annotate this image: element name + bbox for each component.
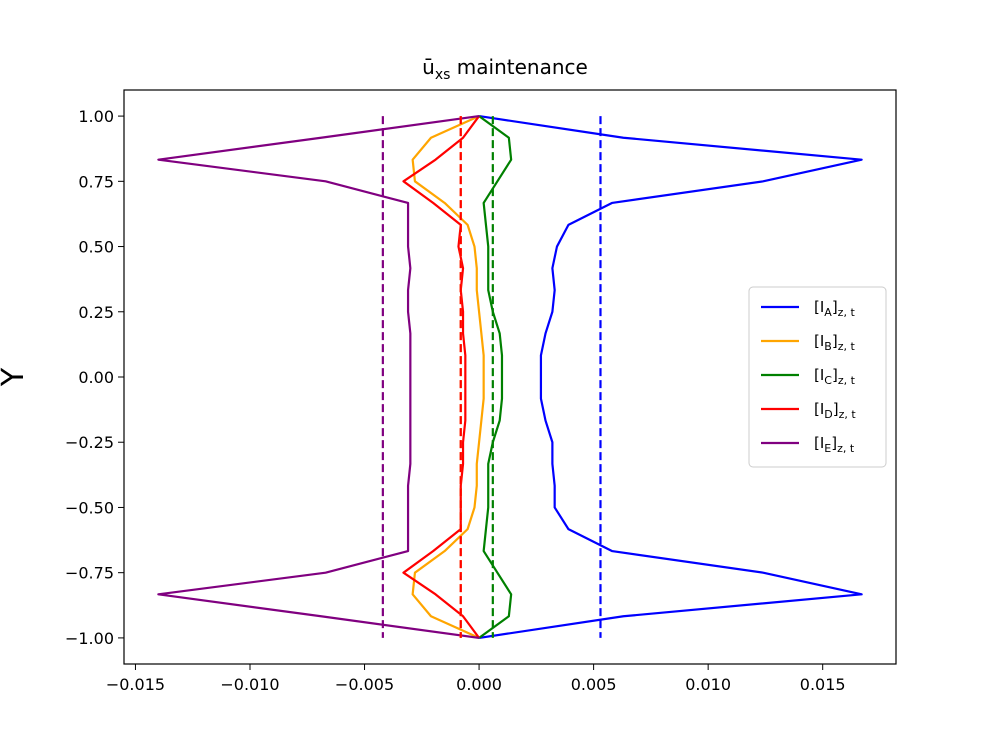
legend-label-2: [IB]z, t [814, 332, 855, 353]
legend-box [748, 286, 887, 468]
x-tick-label: −0.010 [220, 675, 279, 694]
legend-label-4: [ID]z, t [814, 400, 856, 421]
y-tick-label: −0.75 [65, 564, 114, 583]
x-tick-label: −0.005 [335, 675, 394, 694]
x-tick-label: 0.005 [571, 675, 617, 694]
x-tick-label: −0.015 [106, 675, 165, 694]
legend-label-5: [IE]z, t [814, 434, 855, 455]
x-tick-label: 0.000 [456, 675, 502, 694]
y-axis-label: Y [0, 367, 31, 387]
y-tick-label: 0.00 [78, 368, 114, 387]
series-line-3 [478, 115, 513, 639]
legend-label-1: [IA]z, t [814, 298, 855, 319]
y-tick-label: 0.50 [78, 238, 114, 257]
y-tick-label: 1.00 [78, 107, 114, 126]
x-tick-label: 0.015 [800, 675, 846, 694]
y-tick-label: −0.25 [65, 433, 114, 452]
y-tick-label: −0.50 [65, 498, 114, 517]
y-tick-label: 0.75 [78, 172, 114, 191]
series-line-5 [157, 115, 480, 639]
y-tick-label: −1.00 [65, 629, 114, 648]
mean-lines-layer [381, 116, 602, 638]
series-line-1 [478, 115, 863, 639]
x-axis: −0.015 −0.010 −0.005 0.000 0.005 0.010 0.015 [106, 664, 846, 694]
y-tick-label: 0.25 [78, 303, 114, 322]
chart-title: ūxs maintenance [422, 55, 588, 83]
x-tick-label: 0.010 [685, 675, 731, 694]
y-axis: 1.00 0.75 0.50 0.25 0.00 −0.25 −0.50 −0.75 −1.00 [65, 107, 124, 648]
legend-label-3: [IC]z, t [814, 366, 856, 387]
series-layer [157, 115, 863, 639]
series-line-4 [402, 115, 480, 639]
legend-items: [IA]z, t [IB]z, t [IC]z, t [ID]z, t [IE]z, t [761, 298, 856, 455]
series-line-2 [411, 115, 485, 639]
legend: [IA]z, t [IB]z, t [IC]z, t [ID]z, t [IE]z, t [748, 286, 887, 468]
